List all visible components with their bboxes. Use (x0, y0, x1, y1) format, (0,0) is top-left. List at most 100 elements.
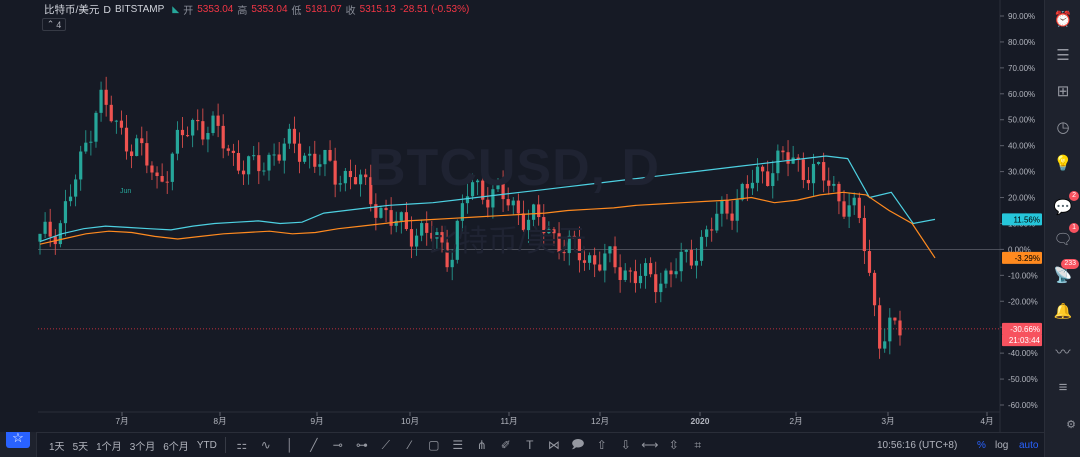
watchlist-icon[interactable]: ☰ (1056, 47, 1070, 64)
range-1m[interactable]: 1个月 (96, 441, 122, 453)
candle-body (654, 274, 658, 293)
candle-body (440, 232, 444, 243)
candle-body (521, 213, 526, 231)
candle-body (94, 112, 98, 142)
text-icon[interactable]: T (526, 438, 534, 452)
candle-body (201, 121, 205, 140)
candle-body (552, 229, 556, 234)
pitchfork-icon[interactable]: ⋔ (476, 438, 487, 452)
y-tick-label: 30.00% (1008, 168, 1035, 177)
x-tick-label: 4月 (980, 416, 993, 426)
candle-body (878, 305, 882, 349)
price-range-icon[interactable]: ⇳ (668, 438, 679, 452)
candle-body (470, 182, 475, 197)
market-flag-icon: ◣ (172, 4, 180, 14)
x-tick-label: 11月 (500, 416, 517, 426)
candle-body (430, 232, 434, 239)
y-tick-label: -40.00% (1008, 349, 1038, 358)
candle-body (150, 165, 154, 173)
candle-body (822, 162, 826, 181)
clock[interactable]: 10:56:16 (UTC+8) (877, 440, 958, 451)
candle-body (516, 200, 520, 214)
x-tick-label: 10月 (401, 416, 419, 426)
range-ytd[interactable]: YTD (196, 439, 217, 451)
candle-body (155, 172, 159, 177)
candle-body (79, 151, 83, 180)
arrow-down-tool-icon[interactable]: ⇩ (620, 438, 631, 452)
x-tick-label: 3月 (881, 416, 894, 426)
candle-body (170, 153, 174, 182)
candle-body (119, 120, 124, 128)
streams-icon[interactable]: 📡 233 (1051, 259, 1079, 286)
auto-toggle[interactable]: auto (1019, 440, 1039, 451)
extended-line-icon[interactable]: ⁄ (408, 438, 411, 452)
candle-body (323, 149, 327, 165)
data-window-icon[interactable]: ⊞ (1056, 83, 1070, 100)
arrow-up-icon[interactable]: ⇧ (596, 438, 607, 452)
close-value: 5315.13 (359, 4, 396, 15)
candle-body (633, 271, 637, 284)
menu-icon[interactable]: ≡ (1058, 378, 1068, 396)
candle-body (267, 154, 271, 171)
ray-icon[interactable]: ⊸ (332, 438, 343, 452)
y-tick-label: 80.00% (1008, 38, 1035, 47)
candle-body (791, 157, 795, 164)
range-6m[interactable]: 6个月 (163, 441, 189, 453)
range-5d[interactable]: 5天 (72, 441, 89, 453)
draw-curve-icon[interactable]: ∿ (260, 438, 271, 452)
candle-body (409, 229, 414, 247)
candle-body (486, 199, 490, 208)
notifications-icon[interactable]: 🔔 (1053, 303, 1073, 320)
candle-body (257, 155, 261, 172)
candle-body (277, 154, 281, 161)
candle-body (272, 154, 276, 156)
compare-icon[interactable]: ⚏ (236, 438, 248, 452)
candle-body (297, 143, 302, 162)
range-1d[interactable]: 1天 (49, 441, 65, 453)
idea-bulb-icon[interactable]: 💡 (1053, 155, 1073, 172)
vertical-line-icon[interactable]: │ (286, 438, 294, 452)
annotation-label: Jun (120, 188, 131, 195)
candle-body (135, 138, 139, 157)
date-range-icon[interactable]: ⟷ (641, 438, 659, 452)
candle-body (649, 263, 653, 275)
messages-icon[interactable]: 🗨 1 (1051, 223, 1079, 250)
indicator-count: 4 (56, 19, 62, 30)
brush-icon[interactable]: ✐ (500, 438, 511, 452)
candle-body (74, 179, 78, 197)
box-icon[interactable]: ▢ (428, 438, 440, 452)
candle-body (603, 253, 607, 271)
forecast-icon[interactable]: ⌗ (694, 437, 702, 452)
open-label: 开 (183, 6, 194, 17)
callout-icon[interactable]: 🗩 (571, 436, 585, 451)
settings-gear-icon[interactable]: ⚙ (1066, 419, 1076, 431)
candle-body (572, 235, 576, 239)
candle-body (129, 151, 134, 157)
candle-body (358, 174, 363, 185)
last-price-tag: -30.66% (1010, 325, 1040, 334)
candle-body (557, 233, 561, 253)
price-chart[interactable]: 90.00%80.00%70.00%60.00%50.00%40.00%30.0… (0, 0, 1044, 432)
symbol-name[interactable]: 比特币/美元 (44, 4, 100, 16)
hotlist-icon[interactable]: 〰 (1055, 343, 1071, 361)
log-toggle[interactable]: log (995, 440, 1009, 451)
segment-icon[interactable]: ⟋ (381, 437, 391, 452)
close-label: 收 (345, 6, 356, 17)
channel-icon[interactable]: ☰ (452, 438, 464, 452)
candle-body (699, 236, 704, 261)
horizontal-ray-icon[interactable]: ⊶ (355, 438, 368, 452)
chat-icon[interactable]: 💬 2 (1051, 191, 1079, 218)
alarm-clock-icon[interactable]: ⏰ (1053, 11, 1073, 28)
calendar-icon[interactable]: ◷ (1056, 119, 1070, 136)
line-tool-icon[interactable]: ╱ (310, 438, 318, 452)
percent-toggle[interactable]: % (977, 440, 986, 451)
pattern-icon[interactable]: ⋈ (547, 438, 560, 452)
star-icon[interactable]: ☆ (6, 428, 30, 448)
indicator-counter[interactable]: ⌃ 4 (42, 18, 66, 31)
watermark-symbol: BTCUSD, D (368, 139, 661, 197)
candle-body (348, 170, 353, 178)
interval-label[interactable]: D (103, 3, 112, 16)
divider (224, 437, 226, 453)
range-3m[interactable]: 3个月 (129, 441, 156, 453)
candle-body (338, 183, 342, 185)
